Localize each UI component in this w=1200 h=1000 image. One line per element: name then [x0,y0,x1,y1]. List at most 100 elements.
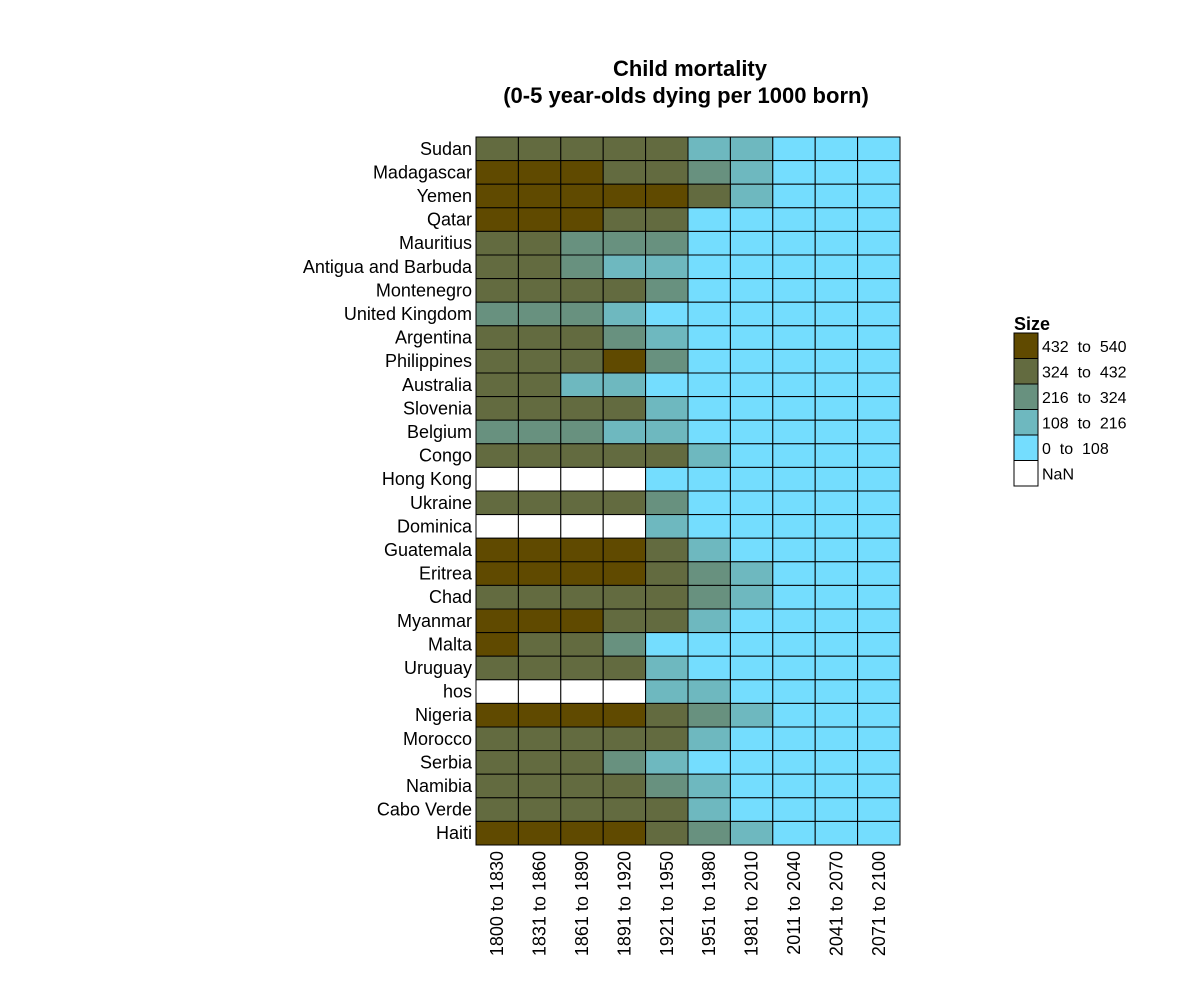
heatmap-cell [475,396,519,421]
heatmap-cell [517,396,562,421]
heatmap-cell [517,160,562,185]
row-label: Belgium [407,422,472,442]
heatmap-cell [729,230,774,256]
row-label: Ukraine [410,493,472,513]
heatmap-cell [814,254,859,280]
heatmap-cell [602,514,647,539]
legend-swatch [1013,409,1039,436]
row-label: Guatemala [384,540,473,560]
heatmap-cell [602,443,647,468]
heatmap-cell [475,632,519,657]
heatmap-cell [772,679,816,704]
heatmap-cell [645,632,689,657]
heatmap-cell [645,514,689,539]
heatmap-cell [687,207,731,232]
heatmap-cell [475,301,519,327]
heatmap-cell [645,797,689,822]
heatmap-cell [475,160,519,185]
heatmap-cell [602,608,647,634]
heatmap-cell [772,608,816,634]
heatmap-cell [857,372,901,398]
heatmap-cell [857,325,901,350]
heatmap-cell [814,750,859,775]
heatmap-cell [687,750,731,775]
heatmap-cell [814,702,859,728]
heatmap-cell [475,230,519,256]
heatmap-cells [475,136,901,846]
chart-title: Child mortality [613,56,768,81]
row-label: Mauritius [399,233,472,253]
heatmap-cell [560,820,604,846]
heatmap-cell [645,160,689,185]
column-labels: 1800 to 1830 1831 to 1860 1861 to 1890 1891… [487,851,889,956]
heatmap-cell [602,797,647,822]
heatmap-cell [602,278,647,303]
column-label: 1891 to 1920 [614,851,634,956]
heatmap-cell [475,136,519,162]
heatmap-cell [602,702,647,728]
heatmap-cell [517,419,562,445]
heatmap-cell [729,537,774,563]
heatmap-cell [560,443,604,468]
heatmap-cell [772,183,816,209]
heatmap-cell [645,254,689,280]
legend-swatch [1013,434,1039,461]
heatmap-cell [772,726,816,752]
heatmap-cell [602,419,647,445]
heatmap-cell [475,773,519,799]
legend-swatch [1013,332,1039,359]
heatmap-cell [814,419,859,445]
heatmap-cell [857,183,901,209]
heatmap-cell [602,820,647,846]
heatmap-cell [857,466,901,492]
heatmap-cell [857,702,901,728]
heatmap-cell [645,278,689,303]
heatmap-cell [687,561,731,586]
heatmap-cell [772,254,816,280]
row-label: Congo [419,446,472,466]
heatmap-cell [772,632,816,657]
heatmap-cell [729,443,774,468]
heatmap-cell [645,584,689,610]
heatmap-cell [475,419,519,445]
column-label: 1861 to 1890 [572,851,592,956]
row-label: Cabo Verde [377,800,472,820]
heatmap-cell [602,325,647,350]
heatmap-cell [687,396,731,421]
heatmap-cell [475,325,519,350]
heatmap-cell [857,655,901,681]
heatmap-cell [729,396,774,421]
heatmap-cell [687,254,731,280]
heatmap-cell [857,490,901,516]
row-label: Dominica [397,516,473,536]
heatmap-cell [772,797,816,822]
row-label: Montenegro [376,280,472,300]
heatmap-cell [517,679,562,704]
heatmap-cell [517,348,562,374]
row-label: Myanmar [397,611,472,631]
heatmap-cell [857,561,901,586]
heatmap-cell [687,797,731,822]
heatmap-cell [729,655,774,681]
heatmap-cell [814,679,859,704]
heatmap-cell [857,750,901,775]
heatmap-cell [602,655,647,681]
heatmap-cell [645,325,689,350]
heatmap-cell [772,372,816,398]
heatmap-cell [814,655,859,681]
heatmap-cell [857,726,901,752]
heatmap-cell [772,278,816,303]
heatmap-cell [814,514,859,539]
heatmap-cell [772,230,816,256]
heatmap-cell [729,490,774,516]
heatmap-cell [645,820,689,846]
heatmap-cell [857,419,901,445]
heatmap-cell [814,797,859,822]
heatmap-cell [729,773,774,799]
heatmap-cell [517,655,562,681]
heatmap-cell [729,466,774,492]
heatmap-cell [560,301,604,327]
heatmap-cell [729,702,774,728]
heatmap-cell [560,136,604,162]
heatmap-cell [729,679,774,704]
